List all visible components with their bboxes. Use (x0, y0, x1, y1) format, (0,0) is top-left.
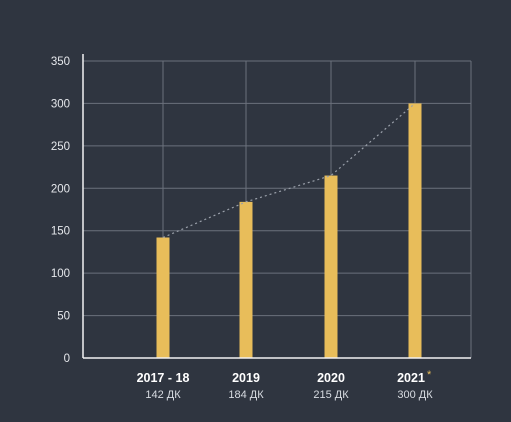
bar-0 (156, 237, 170, 358)
y-tick-label: 100 (51, 268, 70, 280)
axes (82, 54, 471, 359)
y-tick-label: 350 (51, 56, 70, 68)
x-axis-labels: 2017 - 18 142 ДК 2019 184 ДК 2020 215 ДК 2021 *… (137, 369, 434, 401)
y-tick-label: 0 (64, 353, 70, 365)
x-category-sublabel: 184 ДК (228, 389, 264, 401)
bar-3 (408, 103, 422, 358)
y-tick-label: 300 (51, 98, 70, 110)
bars (156, 103, 422, 358)
bar-2 (324, 175, 338, 358)
x-category-sublabel: 300 ДК (397, 389, 433, 401)
x-category-sublabel: 215 ДК (313, 389, 349, 401)
y-tick-label: 200 (51, 183, 70, 195)
y-tick-label: 250 (51, 141, 70, 153)
y-tick-label: 150 (51, 226, 70, 238)
x-category-label: 2019 (232, 371, 260, 385)
x-category-label: 2021 (397, 371, 425, 385)
trend-line (162, 102, 416, 239)
trend-line-group (162, 102, 416, 239)
x-category-label: 2020 (317, 371, 345, 385)
bar-1 (239, 201, 253, 358)
x-category-label: 2017 - 18 (137, 371, 190, 385)
x-category-sublabel: 142 ДК (145, 389, 181, 401)
asterisk-mark: * (427, 369, 432, 381)
y-axis-ticks: 0 50 100 150 200 250 300 350 (51, 56, 70, 365)
y-tick-label: 50 (57, 311, 70, 323)
